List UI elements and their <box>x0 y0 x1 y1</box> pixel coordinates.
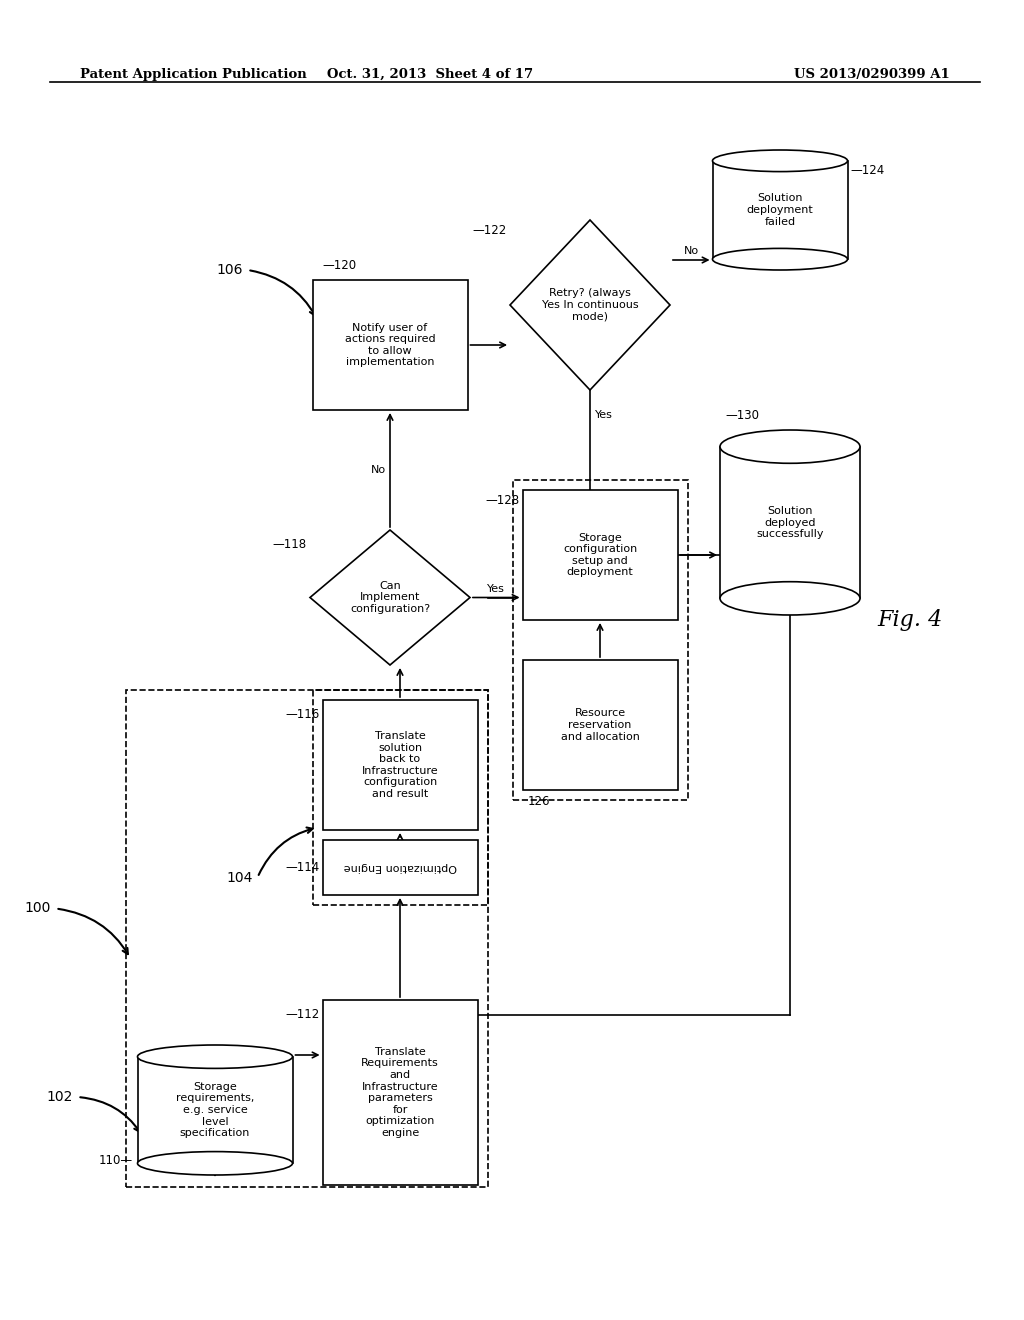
Text: —122: —122 <box>473 223 507 236</box>
Ellipse shape <box>713 150 848 172</box>
Text: No: No <box>371 465 386 475</box>
Text: —120: —120 <box>323 259 356 272</box>
Ellipse shape <box>720 582 860 615</box>
Bar <box>522 660 678 789</box>
Text: 126: 126 <box>527 795 550 808</box>
Text: —130: —130 <box>725 409 759 422</box>
Text: —116: —116 <box>286 709 319 722</box>
Text: —124: —124 <box>851 164 885 177</box>
Text: Resource
reservation
and allocation: Resource reservation and allocation <box>560 709 639 742</box>
Text: Storage
requirements,
e.g. service
level
specification: Storage requirements, e.g. service level… <box>176 1082 254 1138</box>
Text: US 2013/0290399 A1: US 2013/0290399 A1 <box>795 69 950 81</box>
Text: 110—: 110— <box>98 1154 132 1167</box>
Text: Optimization Engine: Optimization Engine <box>343 862 457 873</box>
Bar <box>312 690 487 906</box>
Text: —114: —114 <box>286 861 319 874</box>
Text: Solution
deployment
failed: Solution deployment failed <box>746 194 813 227</box>
Bar <box>512 480 687 800</box>
Bar <box>522 490 678 620</box>
Ellipse shape <box>713 248 848 271</box>
Text: Oct. 31, 2013  Sheet 4 of 17: Oct. 31, 2013 Sheet 4 of 17 <box>327 69 534 81</box>
Text: 102: 102 <box>46 1090 73 1104</box>
Bar <box>720 446 860 598</box>
Text: 100: 100 <box>25 902 50 916</box>
Text: Patent Application Publication: Patent Application Publication <box>80 69 307 81</box>
Ellipse shape <box>720 430 860 463</box>
Text: Notify user of
actions required
to allow
implementation: Notify user of actions required to allow… <box>345 322 435 367</box>
Text: Can
Implement
configuration?: Can Implement configuration? <box>350 581 430 614</box>
Text: —128: —128 <box>485 494 519 507</box>
Bar <box>713 161 848 259</box>
Polygon shape <box>510 220 670 389</box>
Polygon shape <box>310 531 470 665</box>
Text: Yes: Yes <box>595 411 613 420</box>
Text: —112: —112 <box>286 1008 319 1022</box>
Text: 104: 104 <box>226 870 253 884</box>
Bar <box>126 690 487 1187</box>
Text: Storage
configuration
setup and
deployment: Storage configuration setup and deployme… <box>563 532 637 577</box>
Text: Solution
deployed
successfully: Solution deployed successfully <box>757 506 823 539</box>
Text: Yes: Yes <box>487 583 505 594</box>
Text: No: No <box>684 246 698 256</box>
Text: Retry? (always
Yes In continuous
mode): Retry? (always Yes In continuous mode) <box>542 288 638 322</box>
Bar <box>323 700 477 830</box>
Text: 106: 106 <box>216 263 243 277</box>
Ellipse shape <box>137 1045 293 1068</box>
Bar <box>312 280 468 411</box>
Bar <box>323 840 477 895</box>
Ellipse shape <box>137 1151 293 1175</box>
Bar <box>323 1001 477 1185</box>
Text: Translate
Requirements
and
Infrastructure
parameters
for
optimization
engine: Translate Requirements and Infrastructur… <box>361 1047 439 1138</box>
Text: Translate
solution
back to
Infrastructure
configuration
and result: Translate solution back to Infrastructur… <box>361 731 438 799</box>
Text: —118: —118 <box>272 539 307 552</box>
Bar <box>137 1057 293 1163</box>
Text: Fig. 4: Fig. 4 <box>878 609 943 631</box>
